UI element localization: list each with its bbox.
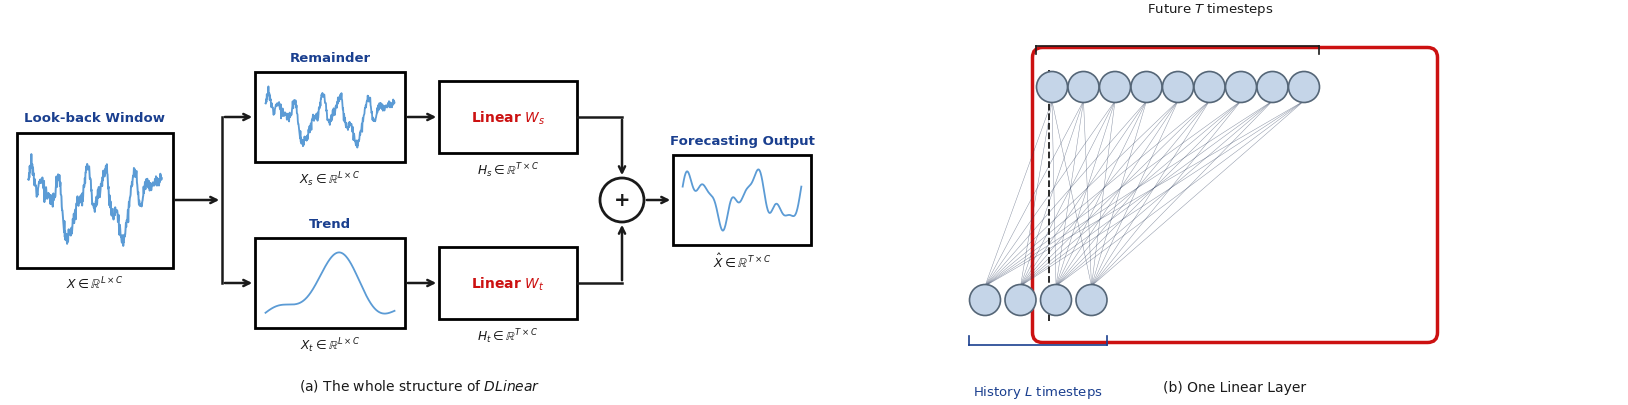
- Text: Forecasting Output: Forecasting Output: [669, 135, 814, 148]
- Text: $H_t \in \mathbb{R}^{T\times C}$: $H_t \in \mathbb{R}^{T\times C}$: [477, 326, 539, 345]
- Bar: [440, 247, 576, 319]
- Text: Remainder: Remainder: [290, 52, 371, 65]
- Circle shape: [1193, 72, 1224, 103]
- Text: (b) One Linear Layer: (b) One Linear Layer: [1164, 380, 1307, 394]
- Text: $\hat{X} \in \mathbb{R}^{T\times C}$: $\hat{X} \in \mathbb{R}^{T\times C}$: [713, 252, 772, 271]
- Bar: [672, 156, 811, 245]
- Circle shape: [1037, 72, 1068, 103]
- Text: Look-back Window: Look-back Window: [24, 112, 166, 125]
- Text: Linear $W_s$: Linear $W_s$: [470, 109, 545, 126]
- Circle shape: [1288, 72, 1320, 103]
- Circle shape: [1068, 72, 1099, 103]
- Bar: [256, 239, 405, 328]
- FancyBboxPatch shape: [1032, 48, 1438, 343]
- Text: Linear $W_t$: Linear $W_t$: [470, 275, 545, 292]
- Bar: [18, 133, 173, 268]
- Circle shape: [1131, 72, 1162, 103]
- Circle shape: [1257, 72, 1288, 103]
- Text: +: +: [614, 191, 630, 210]
- Text: Future $T$ timesteps: Future $T$ timesteps: [1146, 1, 1273, 18]
- Text: $X_t \in \mathbb{R}^{L\times C}$: $X_t \in \mathbb{R}^{L\times C}$: [300, 335, 360, 354]
- Circle shape: [1004, 285, 1035, 316]
- Circle shape: [1162, 72, 1193, 103]
- Bar: [440, 82, 576, 153]
- Circle shape: [1099, 72, 1130, 103]
- Circle shape: [1040, 285, 1071, 316]
- Bar: [256, 73, 405, 162]
- Text: History $L$ timesteps: History $L$ timesteps: [974, 383, 1102, 400]
- Text: Trend: Trend: [309, 217, 352, 230]
- Text: (a) The whole structure of $\it{DLinear}$: (a) The whole structure of $\it{DLinear}…: [300, 377, 540, 393]
- Circle shape: [1076, 285, 1107, 316]
- Text: $X_s \in \mathbb{R}^{L\times C}$: $X_s \in \mathbb{R}^{L\times C}$: [300, 170, 361, 188]
- Text: $H_s \in \mathbb{R}^{T\times C}$: $H_s \in \mathbb{R}^{T\times C}$: [477, 161, 539, 179]
- Text: $X \in \mathbb{R}^{L\times C}$: $X \in \mathbb{R}^{L\times C}$: [67, 275, 124, 291]
- Circle shape: [1226, 72, 1257, 103]
- Circle shape: [970, 285, 1001, 316]
